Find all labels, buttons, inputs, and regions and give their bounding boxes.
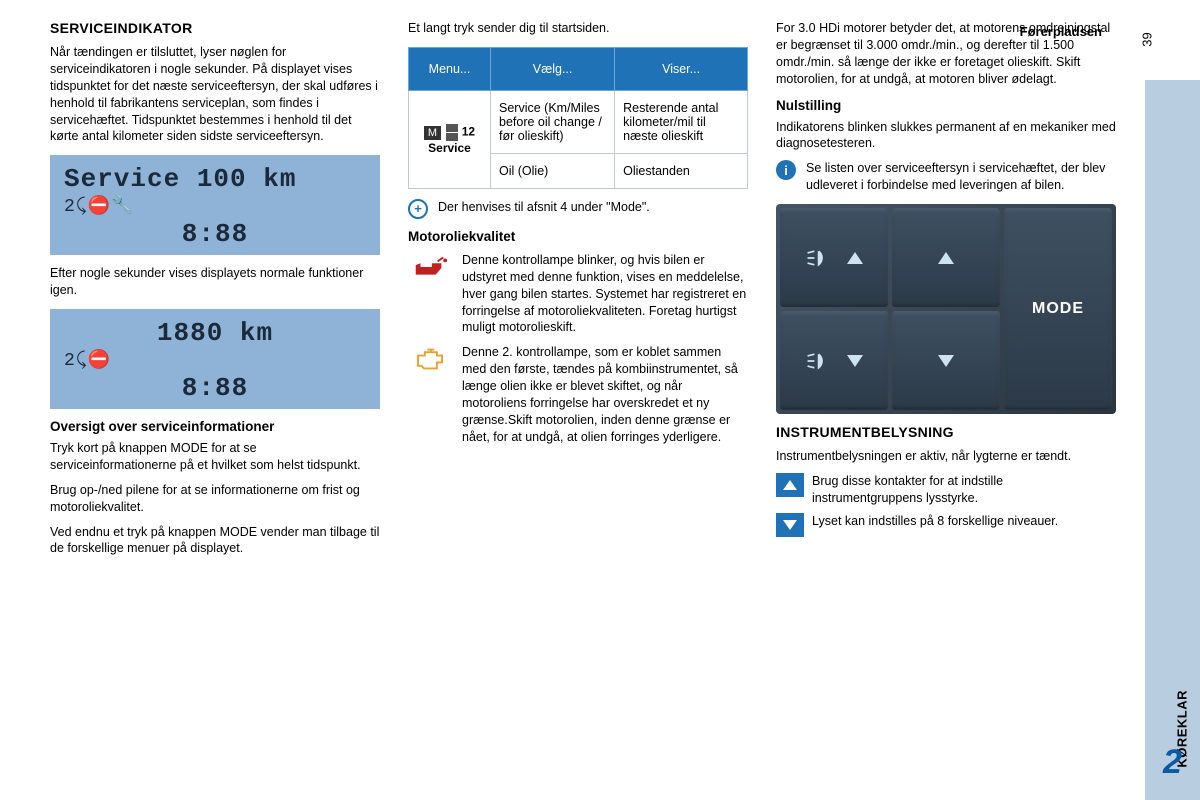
headlight-low-icon — [805, 350, 839, 372]
oil-text-1: Denne kontrollampe blinker, og hvis bile… — [462, 252, 748, 336]
column-2: Et langt tryk sender dig til startsiden.… — [408, 20, 748, 780]
ref-row: + Der henvises til afsnit 4 under "Mode"… — [408, 199, 748, 219]
page-header-section: Førerpladsen — [1020, 24, 1102, 39]
oil-row-2: Denne 2. kontrollampe, som er koblet sam… — [408, 344, 748, 445]
text-after-lcd1: Efter nogle sekunder vises displayets no… — [50, 265, 380, 299]
heading-motoroil: Motoroliekvalitet — [408, 229, 748, 244]
oil-text-2: Denne 2. kontrollampe, som er koblet sam… — [462, 344, 748, 445]
arrow-up-icon — [776, 473, 804, 497]
plus-icon: + — [408, 199, 428, 219]
heading-instrumentbelysning: INSTRUMENTBELYSNING — [776, 424, 1116, 440]
text-arrows: Brug op-/ned pilene for at se informatio… — [50, 482, 380, 516]
panel-mode-button: MODE — [1004, 208, 1112, 410]
engine-icon — [408, 344, 452, 374]
info-row: i Se listen over serviceeftersyn i servi… — [776, 160, 1116, 194]
column-1: SERVICEINDIKATOR Når tændingen er tilslu… — [50, 20, 380, 780]
text-intro: Når tændingen er tilsluttet, lyser nøgle… — [50, 44, 380, 145]
panel-cell-up — [892, 208, 1000, 307]
headlight-low-icon — [805, 247, 839, 269]
panel-cell-down — [892, 311, 1000, 410]
cell-shows-1: Oliestanden — [615, 153, 748, 188]
cell-select-1: Oil (Olie) — [491, 153, 615, 188]
side-tab-chapter: 2 — [1145, 743, 1200, 782]
th-select: Vælg... — [491, 47, 615, 90]
panel-cell-lowbeam-up — [780, 208, 888, 307]
side-tab: KØREKLAR 2 — [1145, 80, 1200, 800]
text-longpress: Et langt tryk sender dig til startsiden. — [408, 20, 748, 37]
menu-table: Menu... Vælg... Viser... M 12 Service Se… — [408, 47, 748, 189]
arrow-down-icon — [776, 513, 804, 537]
info-text: Se listen over serviceeftersyn i service… — [806, 160, 1116, 194]
updown-icon — [446, 124, 458, 141]
arrow-up-text: Brug disse kontakter for at indstille in… — [812, 473, 1116, 507]
oil-row-1: Denne kontrollampe blinker, og hvis bile… — [408, 252, 748, 336]
lcd2-line3: 8:88 — [64, 372, 366, 405]
lcd1-line1: Service 100 km — [64, 163, 366, 196]
lcd2-line2: 2⤹⛔ — [64, 350, 366, 373]
info-icon: i — [776, 160, 796, 180]
lcd1-line2: 2⤹⛔🔧 — [64, 196, 366, 219]
heading-nulstilling: Nulstilling — [776, 98, 1116, 113]
panel-cell-lowbeam-down — [780, 311, 888, 410]
page-number: 39 — [1139, 32, 1154, 46]
th-shows: Viser... — [615, 47, 748, 90]
heading-serviceindikator: SERVICEINDIKATOR — [50, 20, 380, 36]
ref-text: Der henvises til afsnit 4 under "Mode". — [438, 199, 748, 216]
text-mode-return: Ved endnu et tryk på knappen MODE vender… — [50, 524, 380, 558]
th-menu: Menu... — [409, 47, 491, 90]
arrow-down-row: Lyset kan indstilles på 8 forskellige ni… — [776, 513, 1116, 537]
cell-select-0: Service (Km/Miles before oil change / fø… — [491, 90, 615, 153]
text-nulstilling: Indikatorens blinken slukkes permanent a… — [776, 119, 1116, 153]
menu-cell: M 12 Service — [409, 90, 491, 188]
column-3: For 3.0 HDi motorer betyder det, at moto… — [776, 20, 1116, 780]
arrow-up-row: Brug disse kontakter for at indstille in… — [776, 473, 1116, 507]
text-mode-short: Tryk kort på knappen MODE for at se serv… — [50, 440, 380, 474]
lcd1-line3: 8:88 — [64, 218, 366, 251]
lcd2-line1: 1880 km — [64, 317, 366, 350]
arrow-down-text: Lyset kan indstilles på 8 forskellige ni… — [812, 513, 1116, 530]
oil-can-icon — [408, 252, 452, 282]
cell-shows-0: Resterende antal kilometer/mil til næste… — [615, 90, 748, 153]
menu-m-icon: M — [424, 126, 441, 140]
button-panel-image: MODE — [776, 204, 1116, 414]
heading-oversigt: Oversigt over serviceinformationer — [50, 419, 380, 434]
text-lighting: Instrumentbelysningen er aktiv, når lygt… — [776, 448, 1116, 465]
lcd-display-1: Service 100 km 2⤹⛔🔧 8:88 — [50, 155, 380, 255]
lcd-display-2: 1880 km 2⤹⛔ 8:88 — [50, 309, 380, 409]
